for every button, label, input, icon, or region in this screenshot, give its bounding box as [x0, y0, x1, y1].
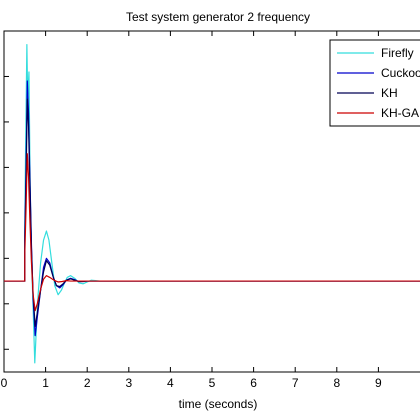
legend-label-cuckoo: Cuckoo [381, 66, 420, 80]
series-line-kh-ga [4, 153, 420, 312]
chart-title: Test system generator 2 frequency [126, 10, 310, 24]
x-tick-label-5: 5 [209, 376, 216, 390]
series-lines [4, 44, 420, 364]
legend-label-kh-ga: KH-GA [381, 106, 419, 120]
x-tick-label-6: 6 [250, 376, 257, 390]
series-line-kh [4, 98, 420, 328]
x-tick-label-1: 1 [42, 376, 49, 390]
x-tick-label-9: 9 [375, 376, 382, 390]
legend: Firefly Cuckoo KH KH-GA [329, 39, 420, 127]
x-tick-label-2: 2 [84, 376, 91, 390]
x-tick-label-4: 4 [167, 376, 174, 390]
x-axis-label: time (seconds) [179, 397, 258, 411]
x-tick-label-8: 8 [333, 376, 340, 390]
x-axis: 0 1 2 3 4 5 6 7 8 9 [1, 31, 382, 390]
x-tick-label-0: 0 [1, 376, 8, 390]
x-tick-label-3: 3 [125, 376, 132, 390]
legend-label-kh: KH [381, 86, 398, 100]
legend-box [329, 39, 420, 127]
legend-label-firefly: Firefly [381, 46, 414, 60]
x-tick-label-7: 7 [292, 376, 299, 390]
